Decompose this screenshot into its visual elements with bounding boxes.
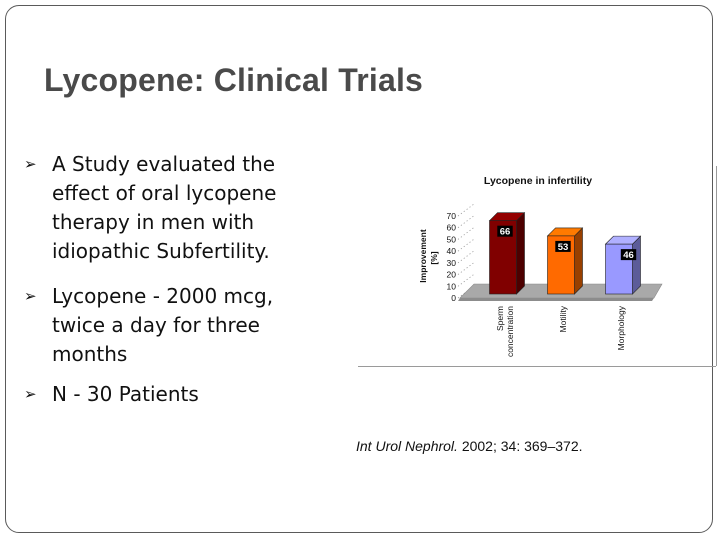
- chart-svg: Lycopene in infertility Improvement [%] 0 10…: [418, 175, 663, 357]
- slide-frame: [5, 5, 713, 533]
- y-tick-label: 50: [447, 234, 457, 244]
- x-tick-label: Motility: [558, 305, 568, 332]
- chart-title: Lycopene in infertility: [484, 175, 592, 187]
- bullet-text: A Study evaluated the effect of oral lyc…: [52, 152, 277, 263]
- y-tick-label: 60: [447, 223, 457, 233]
- bar-side: [632, 235, 641, 295]
- gridline: [457, 262, 475, 275]
- data-label-box: [620, 249, 637, 261]
- bullet-study: ➢ A Study evaluated the effect of oral l…: [24, 150, 314, 266]
- bar-side: [516, 211, 525, 295]
- y-tick-label: 70: [447, 211, 457, 221]
- bar-side: [574, 227, 583, 295]
- gridline: [457, 238, 475, 252]
- slide-title: Lycopene: Clinical Trials: [44, 62, 424, 98]
- gridline: [457, 215, 475, 229]
- bullet-patients: ➢ N - 30 Patients: [24, 380, 324, 409]
- data-label: 53: [558, 242, 569, 253]
- arrow-bullet-icon: ➢: [24, 287, 37, 305]
- chart-floor-edge: [458, 298, 654, 301]
- citation: Int Urol Nephrol. 2002; 34: 369–372.: [356, 438, 583, 454]
- data-label: 66: [500, 227, 511, 238]
- data-label: 46: [623, 250, 634, 261]
- x-tick-label-group: Motility: [558, 305, 568, 332]
- data-label-box: [555, 240, 571, 252]
- y-tick-label: 40: [447, 246, 457, 256]
- arrow-bullet-icon: ➢: [24, 385, 37, 403]
- gridline: [457, 227, 475, 240]
- gridline: [457, 250, 475, 264]
- gridline: [457, 273, 475, 287]
- x-tick-label: concentration: [505, 306, 515, 357]
- bullet-text: N - 30 Patients: [52, 382, 199, 406]
- citation-details: 2002; 34: 369–372.: [457, 438, 583, 454]
- arrow-bullet-icon: ➢: [24, 155, 37, 173]
- bar-chart: Lycopene in infertility Improvement [%] 0 10…: [358, 166, 718, 368]
- x-tick-label: Morphology: [616, 305, 626, 350]
- y-axis-label-unit: [%]: [429, 251, 439, 264]
- y-tick-label: 10: [447, 281, 457, 291]
- chart-border-right: [716, 166, 717, 366]
- data-label-box: [497, 225, 513, 237]
- bullet-text: Lycopene - 2000 mcg, twice a day for thr…: [52, 284, 274, 366]
- citation-journal: Int Urol Nephrol.: [356, 438, 458, 454]
- x-tick-label-group: Sperm concentration: [495, 306, 515, 357]
- gridline: [457, 203, 475, 217]
- chart-border-bottom: [358, 366, 716, 367]
- x-tick-label-group: Morphology: [616, 305, 626, 350]
- y-axis-label: Improvement: [418, 229, 428, 283]
- y-tick-label: 30: [447, 258, 457, 268]
- y-tick-label: 0: [451, 293, 456, 303]
- y-tick-label: 20: [447, 270, 457, 280]
- bullet-dosage: ➢ Lycopene - 2000 mcg, twice a day for t…: [24, 282, 314, 369]
- x-tick-label: Sperm: [495, 306, 505, 331]
